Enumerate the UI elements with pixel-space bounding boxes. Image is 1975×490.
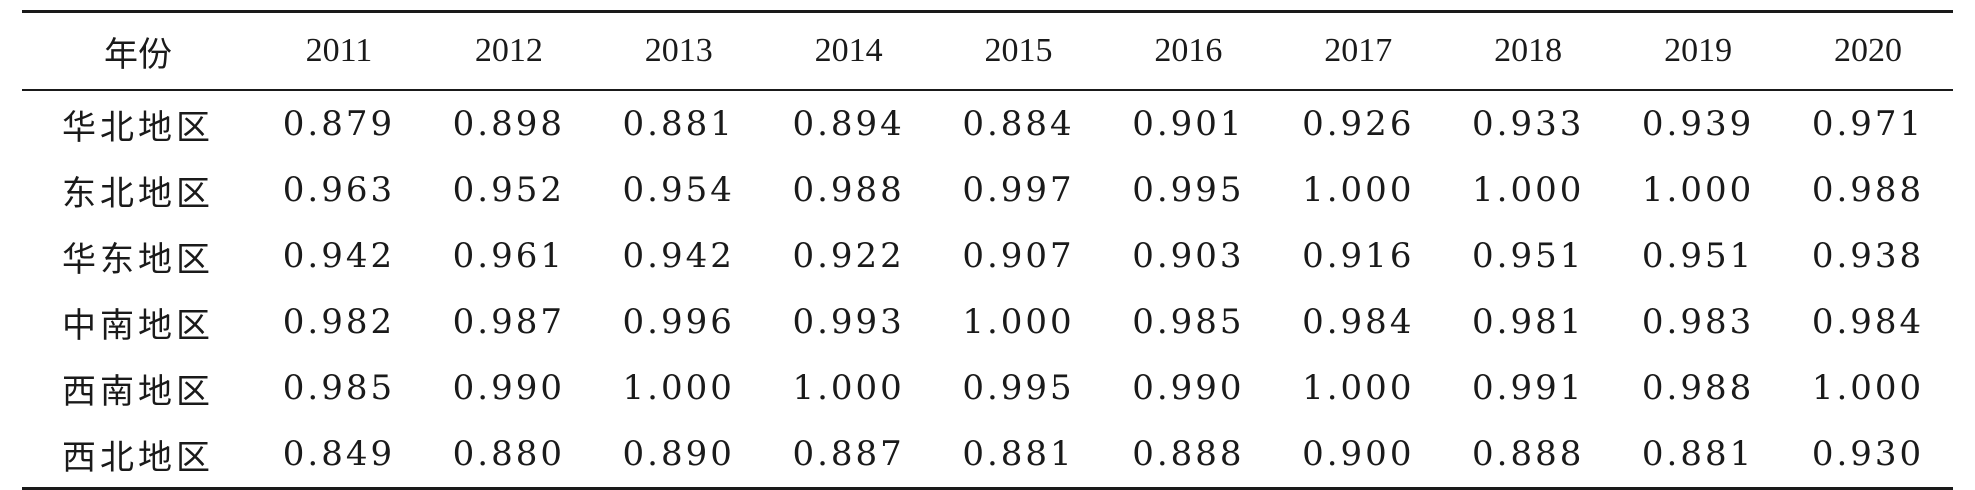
efficiency-table-container: 年份 2011 2012 2013 2014 2015 2016 2017 20… bbox=[22, 10, 1953, 490]
value-cell: 0.879 bbox=[282, 104, 396, 144]
value-cell: 1.000 bbox=[792, 368, 905, 408]
value-cell: 0.890 bbox=[622, 434, 735, 474]
value-cell: 1.000 bbox=[1472, 170, 1585, 210]
header-year-2016: 2016 bbox=[1154, 32, 1223, 69]
value-cell: 0.907 bbox=[962, 236, 1075, 276]
value-cell: 0.954 bbox=[622, 170, 735, 210]
value-cell: 0.887 bbox=[792, 434, 905, 474]
value-cell: 0.884 bbox=[962, 104, 1075, 144]
value-cell: 0.952 bbox=[452, 170, 565, 210]
value-cell: 0.982 bbox=[282, 302, 396, 342]
value-cell: 0.951 bbox=[1472, 236, 1585, 276]
value-cell: 0.898 bbox=[452, 104, 565, 144]
value-cell: 0.922 bbox=[792, 236, 905, 276]
value-cell: 0.988 bbox=[792, 170, 905, 210]
value-cell: 0.881 bbox=[1641, 434, 1755, 474]
value-cell: 0.888 bbox=[1472, 434, 1585, 474]
value-cell: 0.942 bbox=[622, 236, 735, 276]
value-cell: 0.991 bbox=[1472, 368, 1585, 408]
table-body: 华北地区 0.879 0.898 0.881 0.894 0.884 0.901 0.926 0… bbox=[22, 90, 1953, 489]
header-year-2019: 2019 bbox=[1664, 32, 1733, 69]
value-cell: 0.961 bbox=[452, 236, 565, 276]
value-cell: 0.938 bbox=[1811, 236, 1925, 276]
value-cell: 0.990 bbox=[452, 368, 565, 408]
value-cell: 0.849 bbox=[282, 434, 396, 474]
table-row: 华东地区 0.942 0.961 0.942 0.922 0.907 0.903 0.916 0… bbox=[22, 223, 1953, 289]
value-cell: 0.880 bbox=[452, 434, 565, 474]
value-cell: 1.000 bbox=[1641, 170, 1755, 210]
region-cell: 华北地区 bbox=[62, 107, 214, 148]
value-cell: 0.963 bbox=[282, 170, 396, 210]
value-cell: 0.881 bbox=[962, 434, 1075, 474]
value-cell: 0.988 bbox=[1641, 368, 1755, 408]
value-cell: 1.000 bbox=[622, 368, 735, 408]
value-cell: 0.981 bbox=[1472, 302, 1585, 342]
table-row: 东北地区 0.963 0.952 0.954 0.988 0.997 0.995 1.000 1… bbox=[22, 157, 1953, 223]
value-cell: 0.900 bbox=[1302, 434, 1415, 474]
value-cell: 0.985 bbox=[1132, 302, 1245, 342]
region-cell: 西南地区 bbox=[62, 371, 214, 412]
value-cell: 0.881 bbox=[622, 104, 735, 144]
header-year-2012: 2012 bbox=[474, 32, 543, 69]
value-cell: 0.984 bbox=[1302, 302, 1415, 342]
table-row: 华北地区 0.879 0.898 0.881 0.894 0.884 0.901 0.926 0… bbox=[22, 90, 1953, 157]
header-year-label: 年份 bbox=[104, 34, 172, 75]
value-cell: 0.971 bbox=[1811, 104, 1925, 144]
value-cell: 0.996 bbox=[622, 302, 735, 342]
value-cell: 1.000 bbox=[1811, 368, 1925, 408]
value-cell: 0.901 bbox=[1132, 104, 1245, 144]
value-cell: 0.984 bbox=[1811, 302, 1925, 342]
header-year-2014: 2014 bbox=[814, 32, 883, 69]
value-cell: 0.983 bbox=[1641, 302, 1755, 342]
value-cell: 0.985 bbox=[282, 368, 396, 408]
header-year-2015: 2015 bbox=[984, 32, 1053, 69]
value-cell: 0.993 bbox=[792, 302, 905, 342]
value-cell: 0.916 bbox=[1302, 236, 1415, 276]
value-cell: 1.000 bbox=[962, 302, 1075, 342]
value-cell: 0.933 bbox=[1472, 104, 1585, 144]
header-year-2013: 2013 bbox=[644, 32, 713, 69]
value-cell: 0.995 bbox=[1132, 170, 1245, 210]
value-cell: 0.987 bbox=[452, 302, 565, 342]
region-cell: 中南地区 bbox=[62, 305, 214, 346]
value-cell: 0.939 bbox=[1641, 104, 1755, 144]
table-row: 西南地区 0.985 0.990 1.000 1.000 0.995 0.990 1.000 0… bbox=[22, 355, 1953, 421]
value-cell: 0.942 bbox=[282, 236, 396, 276]
value-cell: 0.894 bbox=[792, 104, 905, 144]
value-cell: 0.888 bbox=[1132, 434, 1245, 474]
value-cell: 0.988 bbox=[1811, 170, 1925, 210]
value-cell: 0.903 bbox=[1132, 236, 1245, 276]
header-year-2018: 2018 bbox=[1494, 32, 1563, 69]
table-header-row: 年份 2011 2012 2013 2014 2015 2016 2017 20… bbox=[22, 11, 1953, 90]
header-year-2020: 2020 bbox=[1834, 32, 1902, 69]
efficiency-table: 年份 2011 2012 2013 2014 2015 2016 2017 20… bbox=[22, 10, 1953, 490]
header-year-2011: 2011 bbox=[305, 32, 373, 69]
region-cell: 东北地区 bbox=[62, 173, 214, 214]
value-cell: 0.951 bbox=[1641, 236, 1755, 276]
table-row: 西北地区 0.849 0.880 0.890 0.887 0.881 0.888 0.900 0… bbox=[22, 421, 1953, 489]
value-cell: 0.930 bbox=[1811, 434, 1925, 474]
value-cell: 1.000 bbox=[1302, 368, 1415, 408]
value-cell: 0.990 bbox=[1132, 368, 1245, 408]
region-cell: 华东地区 bbox=[62, 239, 214, 280]
value-cell: 0.995 bbox=[962, 368, 1075, 408]
region-cell: 西北地区 bbox=[62, 437, 214, 478]
header-year-2017: 2017 bbox=[1324, 32, 1393, 69]
value-cell: 1.000 bbox=[1302, 170, 1415, 210]
value-cell: 0.926 bbox=[1302, 104, 1415, 144]
table-row: 中南地区 0.982 0.987 0.996 0.993 1.000 0.985 0.984 0… bbox=[22, 289, 1953, 355]
value-cell: 0.997 bbox=[962, 170, 1075, 210]
